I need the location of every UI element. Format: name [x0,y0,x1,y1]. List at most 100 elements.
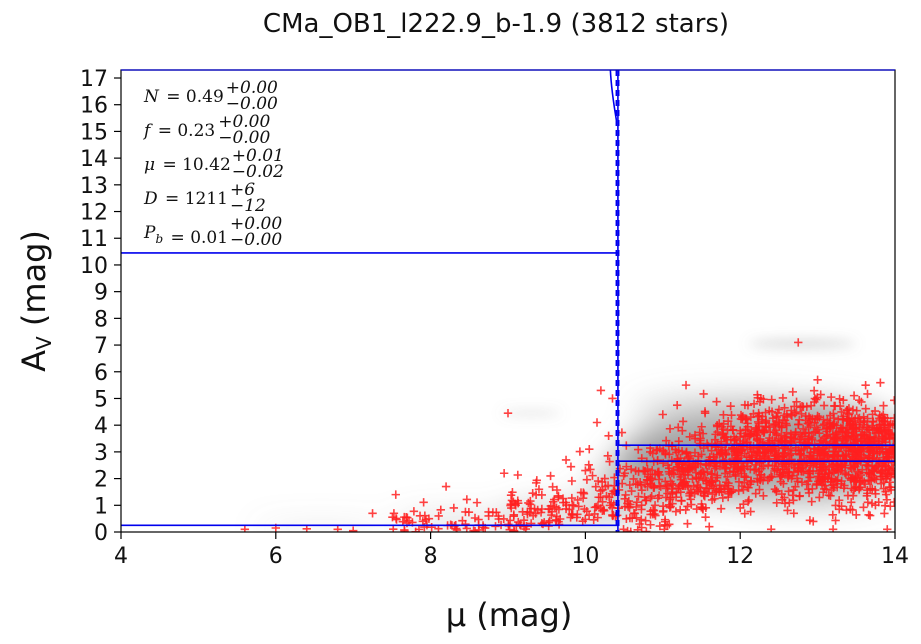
data-point [545,504,554,514]
data-point [842,405,852,415]
data-point [584,460,593,470]
data-point [418,517,428,526]
data-point [861,404,870,413]
fit-parameter-upper-error: +0.00 [218,112,270,132]
data-point [765,473,774,483]
data-point [816,446,825,456]
data-point [573,495,582,505]
data-point [830,401,840,411]
data-point [828,525,838,532]
data-point [658,458,668,468]
data-point [566,513,575,522]
data-point [808,466,818,476]
y-axis-label: AV (mag) [15,230,56,372]
data-point [770,436,779,446]
data-point [883,525,892,532]
data-point [878,462,887,471]
data-point [391,514,401,523]
data-point [596,493,605,502]
data-point [588,471,597,480]
data-point [772,429,781,438]
data-point [726,422,736,431]
data-point [794,338,803,347]
data-point [838,463,847,472]
y-tick-label: 9 [94,281,108,306]
data-point [575,447,585,456]
data-point [622,514,631,524]
data-point [789,509,798,518]
data-point [863,389,872,399]
data-point [758,476,768,485]
data-point [424,514,434,523]
data-point [719,455,728,465]
data-point [711,430,720,439]
data-point [673,464,682,474]
data-point [805,516,815,525]
data-point [766,525,776,532]
data-point [449,503,459,513]
data-point [698,429,708,438]
data-point [809,444,819,454]
data-point [859,503,868,512]
y-tick-label: 13 [80,174,108,199]
data-point [835,394,844,403]
data-point [634,445,643,454]
data-point [409,507,419,516]
data-point [548,497,558,506]
data-point [668,499,677,508]
data-point [665,520,674,529]
data-point [813,375,822,384]
fit-parameter: μ = 10.42 [144,155,231,175]
data-point [815,493,824,502]
data-point [620,502,630,511]
data-point [738,462,747,471]
data-point [787,411,797,420]
data-point [793,464,803,473]
data-point [639,466,648,475]
data-point [333,525,342,532]
data-point [872,475,881,484]
data-point [632,513,641,522]
data-point [782,428,791,437]
data-point [400,512,409,522]
data-point [819,463,828,472]
data-point [697,450,706,459]
data-point [690,448,700,457]
data-point [827,485,836,495]
data-point [688,474,697,484]
y-tick-label: 1 [94,494,108,519]
data-point [659,447,668,456]
data-point [792,407,801,417]
data-point [791,428,800,437]
data-point [772,451,781,460]
data-point [806,401,816,410]
data-point [759,452,769,462]
data-point [725,487,734,497]
data-point [766,472,776,481]
data-point [862,491,872,501]
y-tick-label: 11 [80,227,108,252]
data-point [598,506,607,515]
data-point [718,493,728,503]
data-point [604,431,613,441]
data-point [864,451,873,461]
data-point [470,526,480,532]
data-point [735,432,745,442]
data-point [867,499,877,508]
data-point [641,516,650,525]
data-point [461,520,470,529]
data-point [719,410,728,419]
data-point [689,481,698,491]
data-point [780,499,790,508]
data-point [391,490,400,499]
data-point [698,467,707,476]
data-point [712,473,722,482]
data-point [650,470,660,479]
data-point [772,413,781,422]
data-point [846,474,855,483]
data-point [843,491,853,500]
fit-parameter: f = 0.23 [142,121,215,141]
data-point [858,425,867,434]
data-point [634,492,643,501]
data-point [727,411,736,420]
